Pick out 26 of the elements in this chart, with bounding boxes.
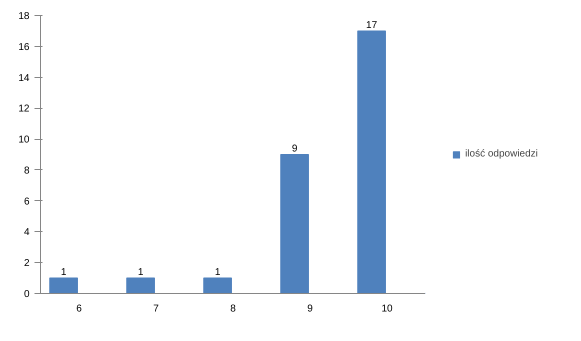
x-tick-label: 7 (153, 304, 160, 314)
y-tick-label: 12 (18, 104, 30, 115)
y-tick-label: 8 (24, 165, 30, 176)
y-tick-label: 6 (24, 196, 30, 208)
y-tick-label: 18 (18, 11, 30, 22)
x-tick-label: 9 (307, 304, 314, 314)
data-label: 1 (214, 267, 221, 278)
data-label: 1 (60, 267, 67, 278)
y-tick-label: 14 (18, 72, 30, 84)
legend-label: ilość odpowiedzi (465, 148, 538, 160)
bar (203, 278, 232, 294)
data-label: 9 (292, 144, 298, 154)
bar (126, 278, 155, 294)
y-tick-label: 2 (24, 258, 30, 270)
bar (280, 154, 309, 294)
y-tick-label: 4 (24, 227, 30, 238)
bar (49, 278, 78, 294)
y-tick-label: 0 (24, 289, 30, 300)
x-tick-label: 6 (76, 304, 82, 314)
y-tick-label: 16 (18, 42, 30, 53)
x-tick-label: 10 (381, 304, 393, 314)
data-label: 17 (366, 20, 378, 31)
x-tick-label: 8 (230, 304, 236, 314)
data-label: 1 (138, 267, 144, 278)
bar (357, 30, 386, 294)
y-tick-label: 10 (18, 134, 30, 146)
